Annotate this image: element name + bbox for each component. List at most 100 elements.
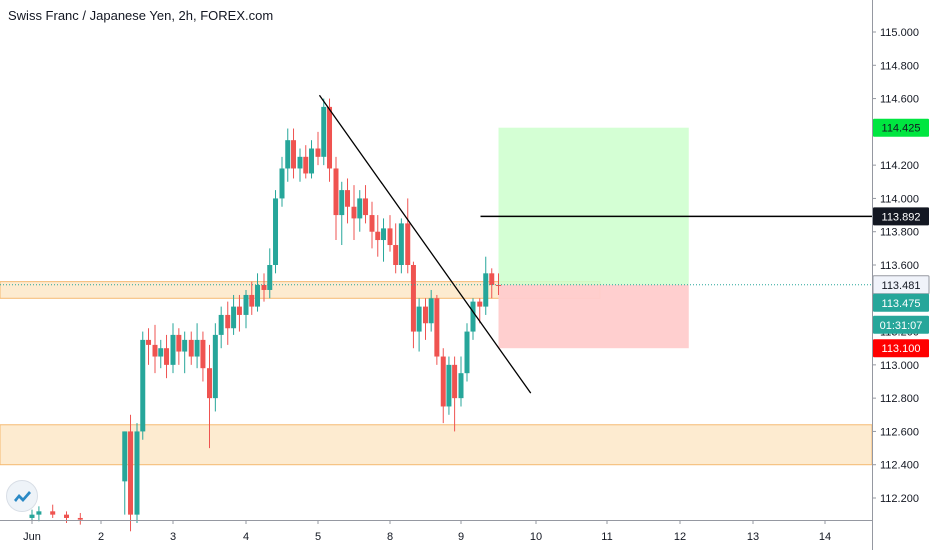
candle bbox=[152, 324, 158, 374]
time-axis[interactable]: Jun 2 3 4 5 8 9 10 11 12 13 14 bbox=[0, 520, 872, 543]
candle-body bbox=[64, 514, 69, 518]
price-tag-stop: 113.100 bbox=[873, 339, 929, 358]
candle bbox=[218, 306, 224, 349]
price-tick-label: 112.800 bbox=[880, 393, 919, 405]
candle-body bbox=[428, 298, 434, 324]
candle-body bbox=[351, 206, 357, 219]
candle-body bbox=[188, 339, 194, 357]
candle bbox=[261, 273, 267, 302]
price-tag-label: 01:31:07 bbox=[880, 320, 923, 332]
candle bbox=[387, 215, 393, 252]
candle-body bbox=[440, 356, 446, 407]
time-tick-label: 8 bbox=[387, 531, 393, 543]
candle bbox=[249, 281, 255, 315]
candle bbox=[134, 423, 140, 523]
price-tag-box bbox=[873, 207, 929, 226]
candle-body bbox=[164, 348, 170, 365]
candle bbox=[128, 414, 134, 532]
price-tag-box bbox=[873, 339, 929, 358]
price-tags: 114.425 113.892 113.481 113.475 01:31:07 113.… bbox=[872, 118, 930, 358]
candle bbox=[410, 261, 416, 349]
candle bbox=[64, 511, 69, 523]
candle bbox=[236, 294, 242, 332]
candle-body bbox=[285, 140, 291, 169]
candle bbox=[188, 331, 194, 365]
candle bbox=[315, 131, 321, 166]
candle-body bbox=[267, 265, 273, 290]
candle-body bbox=[207, 368, 212, 399]
candle-body bbox=[200, 339, 206, 369]
candle-body bbox=[225, 314, 231, 329]
price-tag-label: 113.100 bbox=[882, 343, 921, 355]
candle bbox=[470, 298, 476, 340]
price-tick-label: 115.000 bbox=[880, 27, 919, 39]
candle bbox=[279, 156, 285, 207]
candle-body bbox=[212, 334, 218, 399]
candle-body bbox=[77, 517, 83, 520]
price-tag-box bbox=[873, 118, 929, 137]
price-tag-label: 113.481 bbox=[882, 280, 921, 292]
candle-body bbox=[339, 190, 345, 216]
candle-body bbox=[333, 168, 339, 216]
price-tick-label: 114.000 bbox=[880, 193, 919, 205]
candle-body bbox=[423, 306, 428, 324]
candle bbox=[375, 215, 381, 257]
price-tick-label: 112.400 bbox=[880, 460, 919, 472]
candle-body bbox=[393, 245, 399, 265]
candle-body bbox=[158, 348, 164, 357]
candle-body bbox=[387, 228, 393, 246]
candle bbox=[458, 356, 464, 407]
candle bbox=[428, 289, 434, 332]
candle bbox=[496, 273, 501, 295]
candle bbox=[297, 148, 303, 182]
candle bbox=[321, 98, 327, 166]
candle bbox=[398, 218, 404, 274]
candle-body bbox=[50, 511, 56, 515]
candle-body bbox=[140, 339, 146, 432]
support-zone bbox=[0, 424, 873, 466]
price-tag-entry: 113.481 bbox=[872, 275, 930, 295]
price-tag-last: 113.475 bbox=[873, 293, 929, 312]
candle bbox=[50, 504, 56, 518]
candle-body bbox=[309, 148, 315, 174]
candle-body bbox=[255, 284, 261, 307]
candle-body bbox=[434, 298, 440, 357]
price-tag-target: 114.425 bbox=[873, 118, 929, 137]
candle-body bbox=[194, 339, 200, 357]
candle bbox=[363, 185, 369, 224]
candle bbox=[416, 298, 422, 352]
candle bbox=[285, 128, 291, 182]
candle-body bbox=[446, 364, 452, 407]
candle-body bbox=[303, 156, 309, 174]
candle-body bbox=[410, 265, 416, 332]
candle bbox=[140, 331, 146, 440]
tradingview-logo-icon[interactable] bbox=[6, 480, 38, 512]
candle-body bbox=[243, 294, 249, 315]
candle bbox=[351, 185, 357, 241]
candle bbox=[243, 289, 249, 329]
candle-body bbox=[398, 223, 404, 265]
candle bbox=[434, 294, 440, 365]
candle-body bbox=[231, 306, 237, 329]
price-tag-countdown: 01:31:07 bbox=[873, 315, 929, 334]
candle bbox=[452, 356, 458, 432]
candle bbox=[164, 334, 170, 379]
candle-body bbox=[236, 306, 242, 315]
price-tick-label: 112.200 bbox=[880, 493, 919, 505]
candle-body bbox=[496, 284, 501, 286]
candle bbox=[464, 323, 470, 382]
candle bbox=[170, 323, 176, 374]
trend-line bbox=[318, 94, 532, 394]
candle-body bbox=[176, 334, 182, 352]
time-tick-label: 3 bbox=[170, 531, 176, 543]
candle-body bbox=[458, 373, 464, 399]
candle bbox=[200, 331, 206, 382]
candle-body bbox=[279, 168, 285, 199]
candle-body bbox=[261, 284, 267, 290]
candle bbox=[309, 140, 315, 179]
candle bbox=[483, 256, 489, 315]
price-tag-box bbox=[873, 315, 929, 334]
